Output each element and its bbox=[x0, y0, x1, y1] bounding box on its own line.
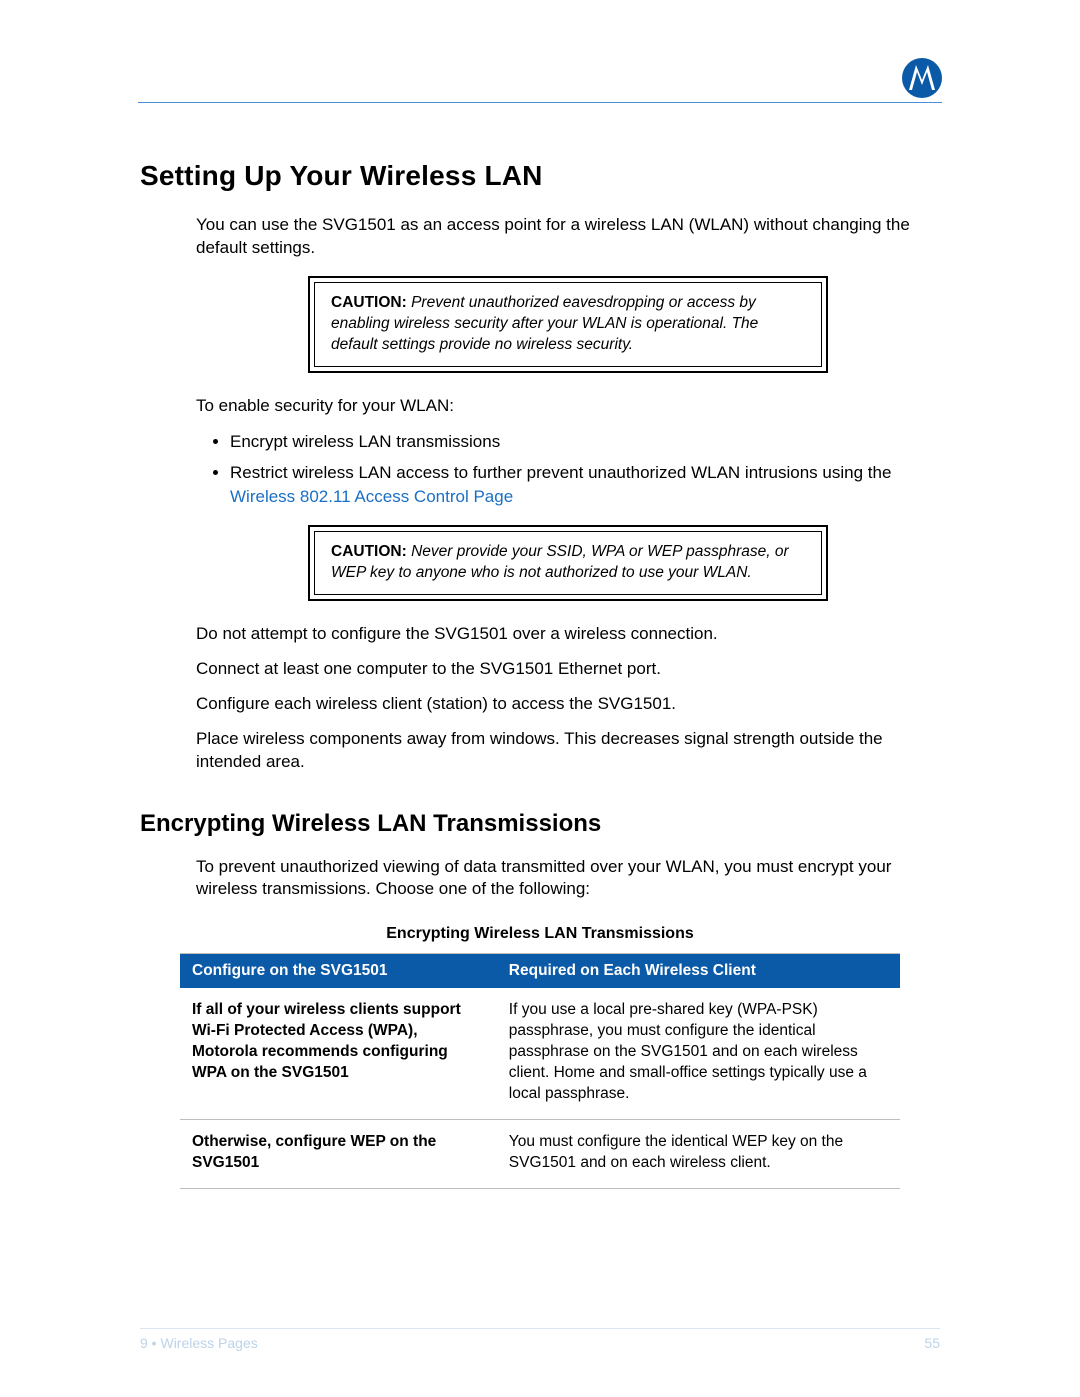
footer-bullet: • bbox=[148, 1335, 161, 1351]
section-intro: To prevent unauthorized viewing of data … bbox=[196, 856, 940, 902]
caution-label: CAUTION: bbox=[331, 294, 407, 311]
security-steps-list: Encrypt wireless LAN transmissions Restr… bbox=[196, 430, 940, 509]
access-control-page-link[interactable]: Wireless 802.11 Access Control Page bbox=[230, 487, 513, 506]
table-header-cell: Required on Each Wireless Client bbox=[497, 954, 900, 988]
caution-box-2: CAUTION: Never provide your SSID, WPA or… bbox=[308, 525, 828, 601]
list-item-text: Restrict wireless LAN access to further … bbox=[230, 463, 891, 482]
list-item: Encrypt wireless LAN transmissions bbox=[230, 430, 940, 454]
table-title: Encrypting Wireless LAN Transmissions bbox=[180, 917, 900, 954]
table-cell: If you use a local pre-shared key (WPA-P… bbox=[497, 988, 900, 1119]
section-body-2: To prevent unauthorized viewing of data … bbox=[196, 856, 940, 902]
encryption-table: Configure on the SVG1501 Required on Eac… bbox=[180, 954, 900, 1188]
table-cell: Otherwise, configure WEP on the SVG1501 bbox=[180, 1119, 497, 1188]
table-row: Otherwise, configure WEP on the SVG1501 … bbox=[180, 1119, 900, 1188]
table-row: If all of your wireless clients support … bbox=[180, 988, 900, 1119]
page-title: Setting Up Your Wireless LAN bbox=[140, 160, 940, 192]
section-heading: Encrypting Wireless LAN Transmissions bbox=[140, 810, 940, 838]
table-header-cell: Configure on the SVG1501 bbox=[180, 954, 497, 988]
table-header-row: Configure on the SVG1501 Required on Eac… bbox=[180, 954, 900, 988]
body-paragraph: Place wireless components away from wind… bbox=[196, 728, 940, 774]
footer-section-number: 9 bbox=[140, 1335, 148, 1351]
encryption-table-wrap: Encrypting Wireless LAN Transmissions Co… bbox=[180, 917, 900, 1188]
body-paragraph: Connect at least one computer to the SVG… bbox=[196, 658, 940, 681]
caution-box-1: CAUTION: Prevent unauthorized eavesdropp… bbox=[308, 276, 828, 373]
table-cell: You must configure the identical WEP key… bbox=[497, 1119, 900, 1188]
document-page: Setting Up Your Wireless LAN You can use… bbox=[0, 0, 1080, 1397]
intro-paragraph: You can use the SVG1501 as an access poi… bbox=[196, 214, 940, 260]
motorola-logo-icon bbox=[902, 58, 942, 98]
section-body: You can use the SVG1501 as an access poi… bbox=[196, 214, 940, 774]
list-item: Restrict wireless LAN access to further … bbox=[230, 461, 940, 509]
table-cell: If all of your wireless clients support … bbox=[180, 988, 497, 1119]
page-footer: 9 • Wireless Pages 55 bbox=[140, 1328, 940, 1351]
footer-page-number: 55 bbox=[924, 1335, 940, 1351]
caution-label: CAUTION: bbox=[331, 543, 407, 560]
footer-section-name: Wireless Pages bbox=[160, 1335, 257, 1351]
body-paragraph: Do not attempt to configure the SVG1501 … bbox=[196, 623, 940, 646]
body-paragraph: Configure each wireless client (station)… bbox=[196, 693, 940, 716]
enable-security-line: To enable security for your WLAN: bbox=[196, 395, 940, 418]
header-divider bbox=[138, 102, 942, 103]
page-content: Setting Up Your Wireless LAN You can use… bbox=[140, 160, 940, 1189]
